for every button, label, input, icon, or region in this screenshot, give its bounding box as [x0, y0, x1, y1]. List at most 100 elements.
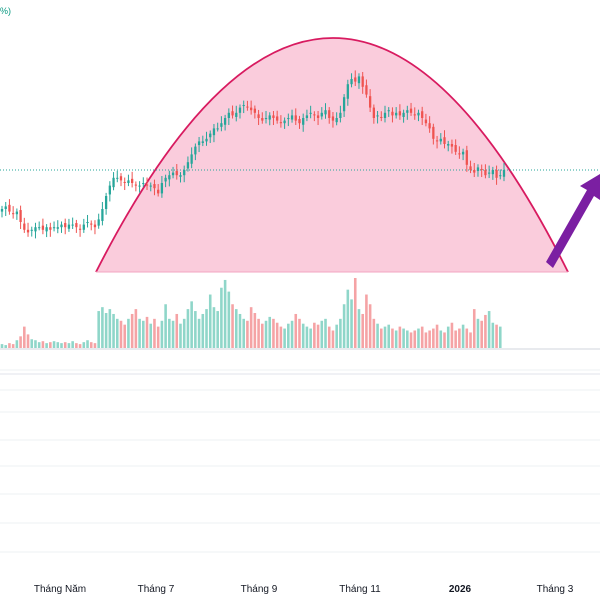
- candle-body: [302, 118, 305, 125]
- candle-body: [313, 114, 316, 116]
- candle: [320, 107, 323, 120]
- candle-body: [268, 115, 271, 120]
- volume-bar: [60, 343, 63, 348]
- candle: [145, 177, 149, 191]
- volume-bar: [268, 316, 272, 348]
- candle: [502, 162, 506, 182]
- candle-body: [71, 224, 74, 226]
- candle: [101, 201, 104, 226]
- volume-bar: [480, 320, 483, 348]
- volume-bar: [309, 328, 312, 348]
- candle-body: [38, 227, 41, 229]
- volume-bar: [335, 324, 338, 348]
- candle: [19, 205, 22, 230]
- candle: [67, 218, 71, 232]
- candle: [305, 109, 309, 122]
- candle-body: [235, 112, 238, 117]
- volume-bar: [63, 342, 67, 348]
- candle: [487, 165, 491, 179]
- volume-bar: [253, 313, 257, 348]
- candle-body: [242, 105, 245, 107]
- volume-bar: [112, 313, 115, 348]
- volume-bar: [205, 309, 208, 348]
- volume-bar: [138, 318, 141, 348]
- candle: [142, 177, 145, 188]
- candle: [417, 109, 420, 122]
- volume-bar: [153, 318, 156, 348]
- candle-body: [104, 196, 108, 209]
- candle-body: [23, 223, 26, 230]
- volume-bar: [387, 324, 391, 348]
- volume-bar: [413, 330, 417, 348]
- candle: [391, 107, 394, 123]
- candle-body: [183, 170, 186, 176]
- candle-body: [476, 167, 480, 172]
- candle: [108, 181, 111, 202]
- cup-pattern-arc[interactable]: [95, 37, 569, 273]
- candle: [45, 224, 48, 238]
- volume-bar: [350, 299, 353, 348]
- candle-body: [421, 111, 424, 118]
- volume-bar: [469, 332, 472, 348]
- volume-bar: [487, 311, 491, 348]
- volume-bar: [212, 307, 216, 348]
- x-tick-label: Tháng 9: [241, 584, 278, 595]
- candle-body: [387, 110, 390, 112]
- candle-body: [82, 224, 85, 230]
- candle-body: [157, 189, 160, 194]
- volume-bar: [4, 345, 8, 348]
- volume-bar: [298, 318, 301, 348]
- volume-bar: [443, 332, 446, 348]
- candle: [357, 73, 361, 89]
- candle-body: [417, 112, 420, 116]
- candle: [209, 130, 212, 143]
- candle-body: [160, 183, 164, 194]
- candle: [443, 130, 446, 149]
- candle-body: [469, 166, 472, 170]
- volume-bar: [424, 332, 428, 348]
- x-tick-label: Tháng 7: [138, 584, 175, 595]
- candle: [439, 133, 442, 145]
- candle: [190, 147, 193, 169]
- candle: [495, 165, 498, 185]
- candle: [56, 220, 59, 234]
- candle-body: [279, 122, 283, 124]
- candle-body: [116, 177, 119, 179]
- volume-bar: [458, 328, 461, 348]
- candle-body: [480, 168, 483, 170]
- volume-bar: [305, 326, 309, 348]
- candle-body: [134, 184, 138, 186]
- grid: [0, 369, 600, 553]
- arrow-annotation[interactable]: [546, 174, 600, 268]
- candle: [409, 102, 413, 116]
- candle-body: [395, 112, 398, 116]
- volume-bar: [115, 318, 119, 348]
- volume-bar: [26, 334, 30, 348]
- volume-bar: [108, 309, 112, 348]
- candle: [71, 217, 74, 230]
- candle: [257, 109, 260, 126]
- volume-bar: [472, 309, 476, 348]
- candle: [368, 89, 372, 113]
- candle-body: [491, 170, 494, 175]
- candle: [316, 110, 320, 126]
- volume-bar: [186, 309, 190, 348]
- volume-bar: [249, 307, 253, 348]
- candle-body: [201, 141, 204, 143]
- candle: [138, 181, 141, 193]
- candle: [290, 109, 294, 123]
- candle: [119, 173, 123, 187]
- candle-body: [350, 79, 353, 85]
- x-tick-label: Tháng 11: [339, 584, 381, 595]
- volume-bar: [402, 328, 405, 348]
- candle-body: [402, 112, 405, 117]
- volume-bar: [376, 323, 379, 348]
- candle: [8, 199, 11, 215]
- volume-bar: [82, 342, 86, 348]
- volume-bar: [368, 304, 372, 348]
- volume-bar: [327, 326, 331, 348]
- candle-body: [328, 110, 331, 118]
- candle: [60, 221, 63, 233]
